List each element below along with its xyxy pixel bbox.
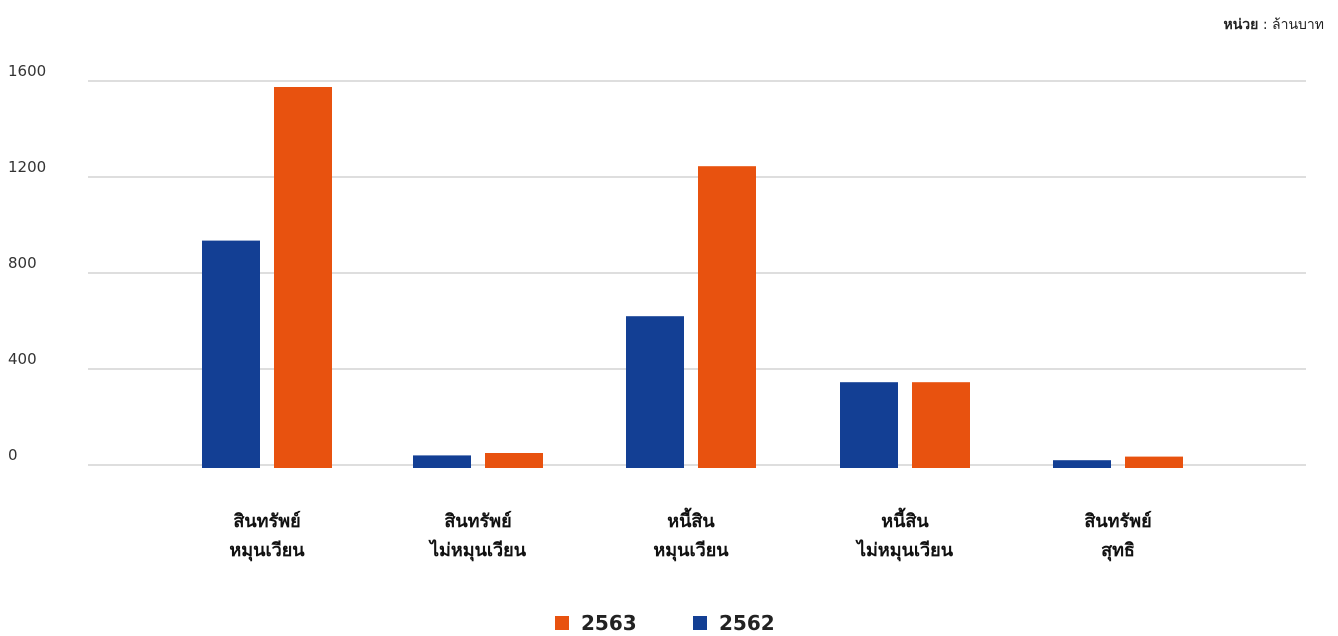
y-tick-label: 0 <box>8 446 18 464</box>
legend-label-2563: 2563 <box>581 611 637 635</box>
unit-note: หน่วย : ล้านบาท <box>1224 14 1325 36</box>
legend-item-2563: 2563 <box>555 611 637 635</box>
bar-2562-4 <box>1053 460 1111 468</box>
legend: 2563 2562 <box>0 611 1338 635</box>
bar-2562-2 <box>626 316 684 468</box>
category-label: หนี้สิน <box>667 507 715 532</box>
legend-item-2562: 2562 <box>693 611 775 635</box>
bar-2563-1 <box>485 453 543 468</box>
bar-2563-2 <box>698 166 756 468</box>
category-label: สินทรัพย์ <box>444 510 511 532</box>
bar-2563-3 <box>912 382 970 468</box>
unit-separator: : <box>1258 17 1272 33</box>
legend-swatch-2563 <box>555 616 569 630</box>
unit-label: หน่วย <box>1223 17 1259 33</box>
y-tick-label: 1200 <box>8 158 46 176</box>
bar-2562-1 <box>413 455 471 468</box>
bar-chart: 0 400 800 1200 1600 สินทรัพย์หมุนเวียน สินทรัพ… <box>8 62 1306 562</box>
bar-2563-0 <box>274 87 332 468</box>
y-tick-label: 800 <box>8 254 37 272</box>
bar-2562-0 <box>202 240 260 468</box>
y-tick-label: 400 <box>8 350 37 368</box>
category-label: ไม่หมุนเวียน <box>428 539 527 562</box>
category-label: หมุนเวียน <box>653 540 729 562</box>
bar-2562-3 <box>840 382 898 468</box>
category-label: สินทรัพย์ <box>233 510 300 532</box>
category-label: สุทธิ <box>1101 540 1135 562</box>
category-label: ไม่หมุนเวียน <box>855 539 954 562</box>
bar-2563-4 <box>1125 456 1183 468</box>
category-label: สินทรัพย์ <box>1084 510 1151 532</box>
legend-label-2562: 2562 <box>719 611 775 635</box>
unit-value: ล้านบาท <box>1272 17 1324 33</box>
y-tick-label: 1600 <box>8 62 46 80</box>
category-label: หนี้สิน <box>881 507 929 532</box>
category-label: หมุนเวียน <box>229 540 305 562</box>
legend-swatch-2562 <box>693 616 707 630</box>
